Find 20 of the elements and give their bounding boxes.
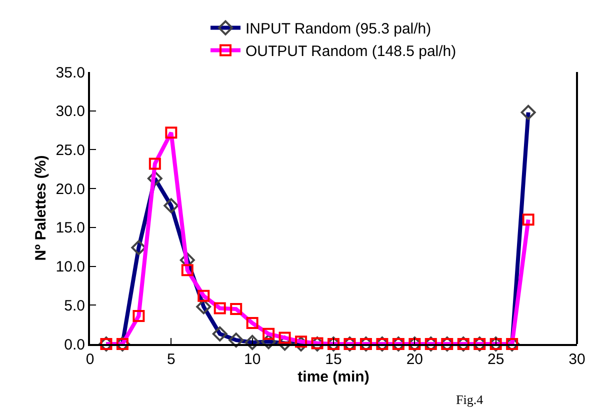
y-tick-label: 5.0 — [64, 297, 85, 314]
y-tick-label: 10.0 — [56, 258, 85, 276]
y-tick-label: 20.0 — [56, 180, 85, 198]
x-tick-label: 15 — [325, 351, 342, 368]
x-axis-title: time (min) — [298, 368, 370, 386]
legend-label: INPUT Random (95.3 pal/h) — [246, 20, 432, 38]
x-tick-label: 25 — [487, 351, 504, 368]
y-tick-label: 30.0 — [56, 103, 85, 120]
y-tick-label: 25.0 — [56, 142, 85, 159]
x-tick-label: 10 — [244, 351, 261, 368]
y-tick-label: 0.0 — [64, 336, 85, 354]
x-tick-label: 0 — [86, 351, 94, 368]
y-axis-title: Nº Palettes (%) — [32, 155, 50, 261]
caption: Fig.4 — [456, 392, 484, 407]
x-tick-label: 20 — [406, 351, 424, 368]
y-tick-label: 15.0 — [56, 220, 85, 237]
x-tick-label: 30 — [568, 351, 586, 368]
legend-label: OUTPUT Random (148.5 pal/h) — [246, 43, 456, 60]
y-tick-label: 35.0 — [56, 64, 85, 82]
x-tick-label: 5 — [167, 351, 176, 368]
